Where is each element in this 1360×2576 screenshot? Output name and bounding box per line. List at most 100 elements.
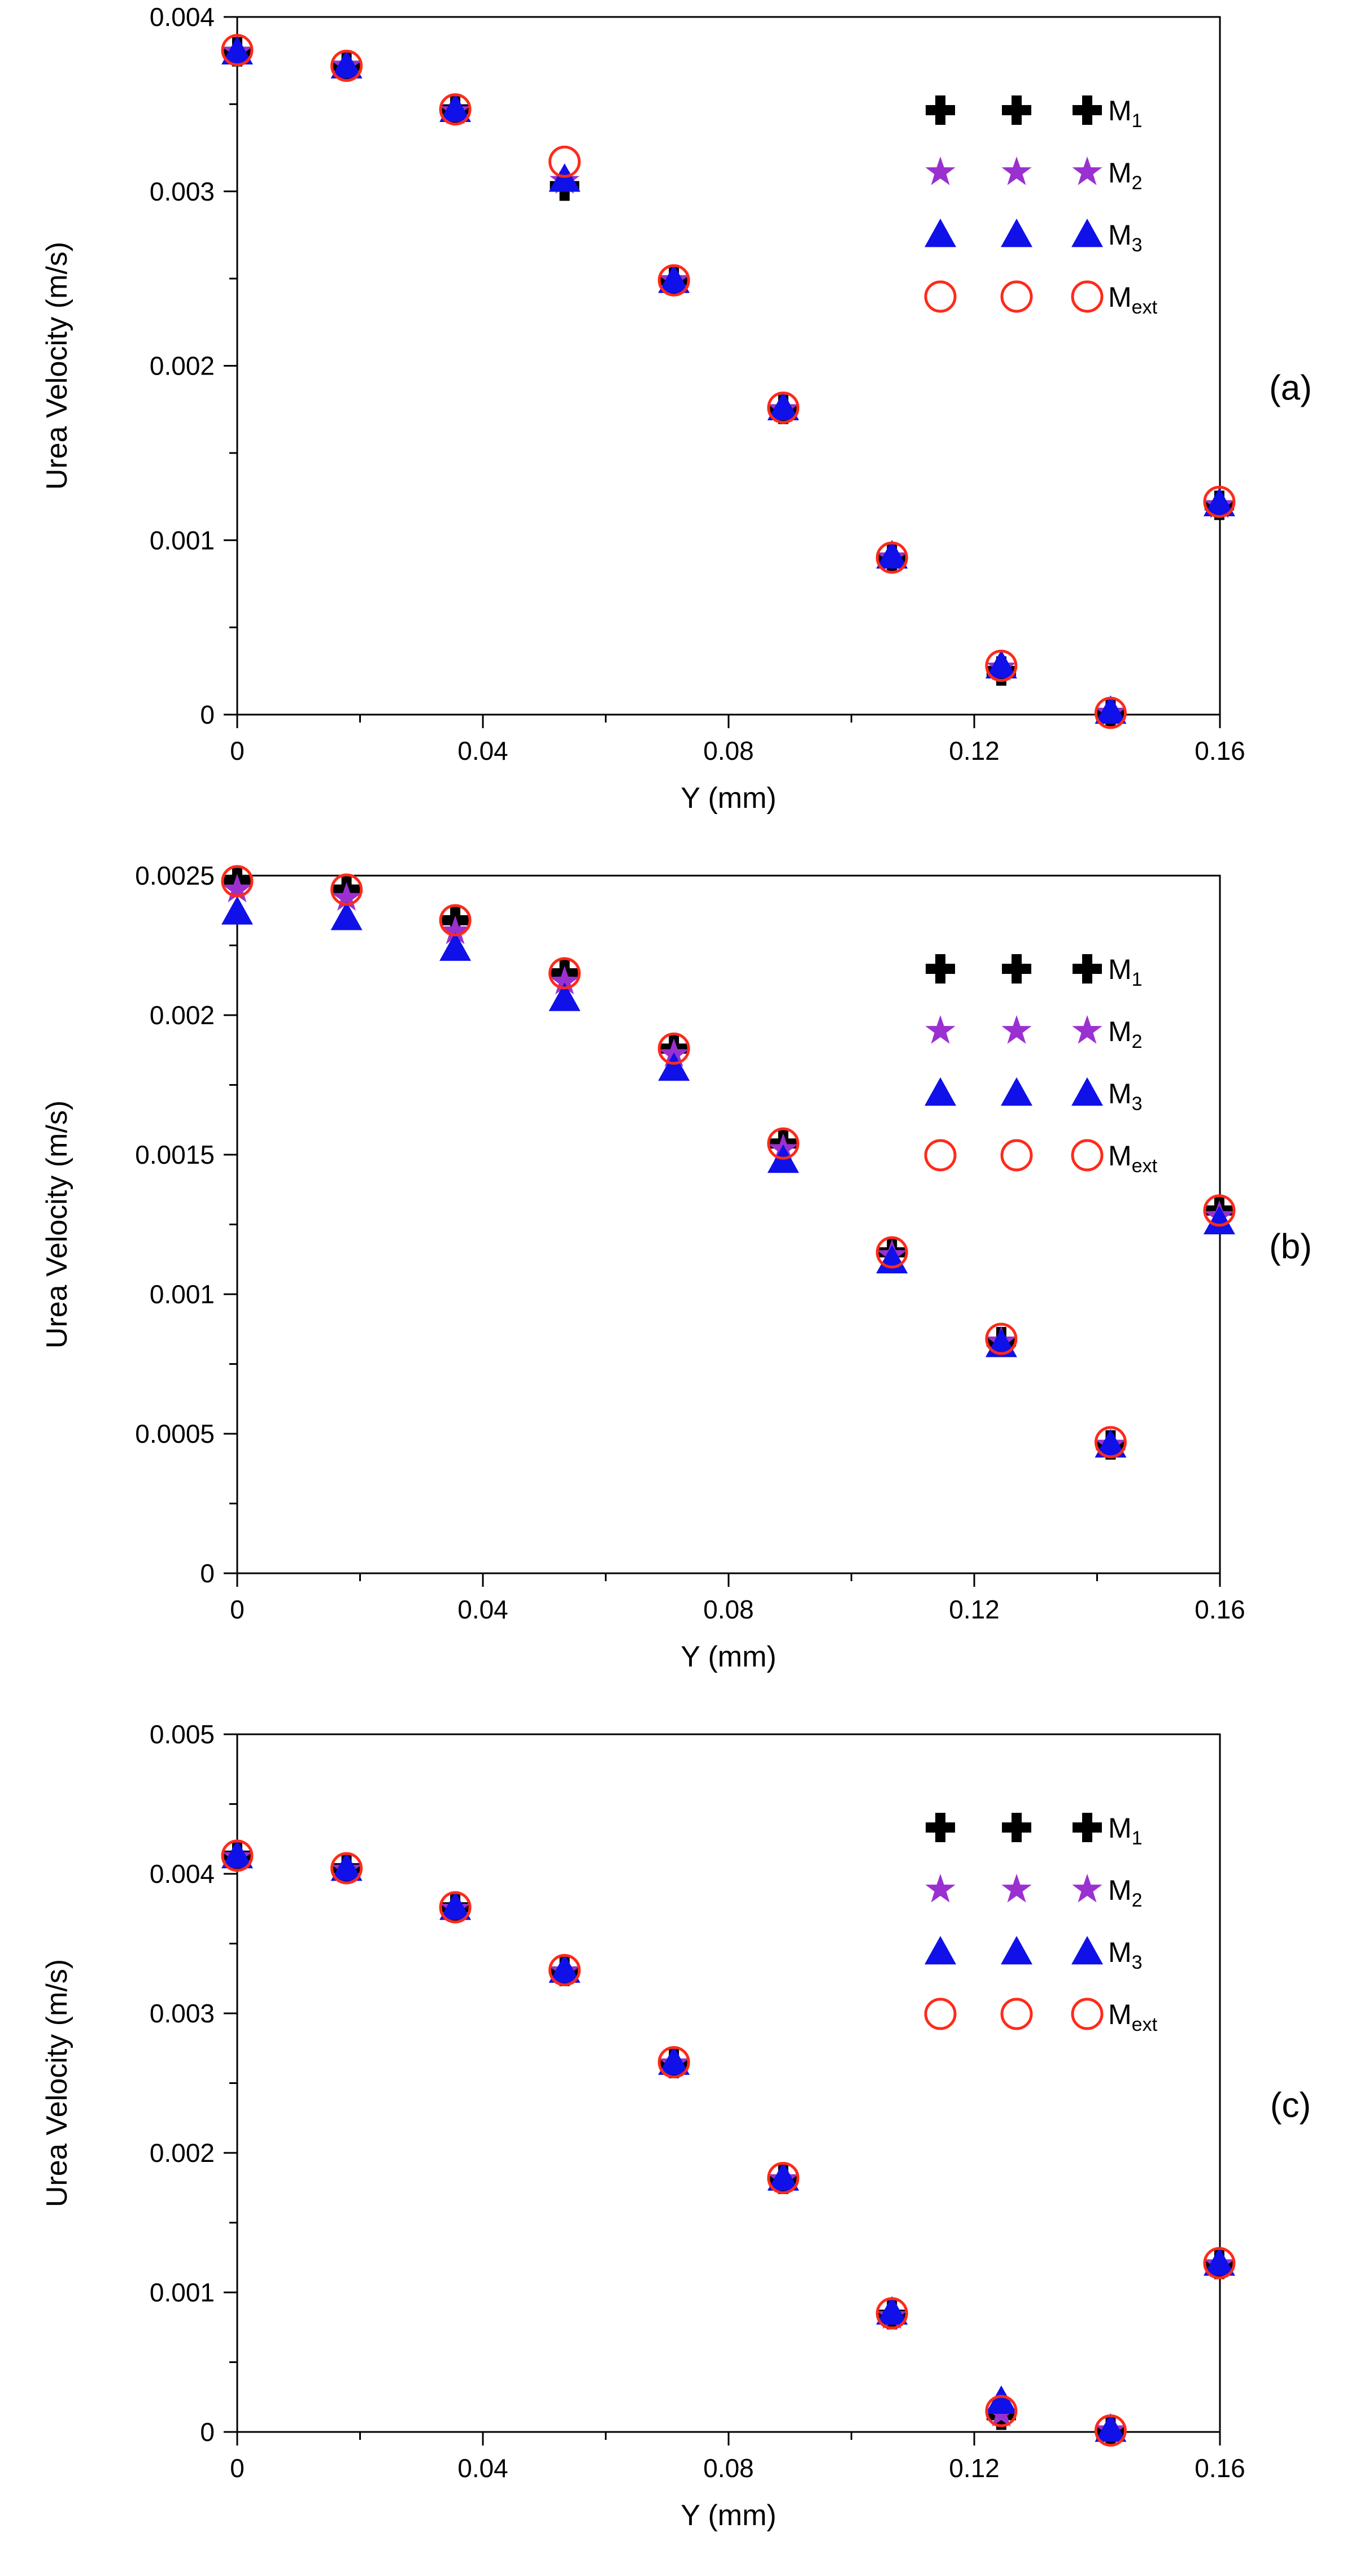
plus-icon — [926, 95, 955, 125]
series-mext — [221, 34, 1236, 729]
point-m3 — [1095, 1429, 1127, 1458]
x-tick-label: 0.08 — [703, 1595, 754, 1624]
triangle-icon — [925, 1936, 956, 1965]
legend-label-m2: M2 — [1108, 1874, 1143, 1911]
plus-icon-bar — [935, 954, 945, 984]
circle-icon — [1071, 1139, 1104, 1172]
x-tick-label: 0.04 — [457, 2453, 508, 2483]
point-m3 — [985, 2385, 1017, 2414]
series-mext — [221, 865, 1236, 1459]
point-mext — [767, 1127, 800, 1160]
point-mext — [1203, 485, 1236, 518]
star-icon — [1072, 1015, 1102, 1044]
series-m3 — [221, 36, 1235, 724]
star-icon — [1072, 1874, 1102, 1903]
x-tick-label: 0.08 — [703, 2453, 754, 2483]
x-tick-label: 0.16 — [1195, 2453, 1245, 2483]
plus-icon — [1002, 1813, 1031, 1842]
point-m3 — [658, 2046, 690, 2075]
triangle-icon — [925, 1077, 956, 1106]
legend-label-m3: M3 — [1108, 219, 1143, 256]
y-tick-label: 0 — [200, 700, 215, 729]
triangle-icon — [1001, 1077, 1032, 1106]
series-m1 — [223, 37, 1234, 728]
point-mext — [1094, 697, 1127, 729]
point-m3 — [439, 93, 472, 123]
plot-frame — [236, 16, 1221, 716]
point-m3 — [1203, 2247, 1235, 2276]
point-m3 — [548, 982, 581, 1011]
plus-icon-bar — [1082, 95, 1092, 125]
point-mext — [439, 1891, 472, 1924]
star-icon — [1072, 156, 1102, 185]
point-m3 — [221, 896, 253, 925]
point-m3 — [1095, 695, 1127, 724]
legend-label-m2: M2 — [1108, 1016, 1143, 1052]
legend-label-mext: Mext — [1108, 281, 1158, 318]
x-axis-title: Y (mm) — [681, 2499, 776, 2532]
triangle-icon — [1001, 1936, 1032, 1965]
point-mext — [875, 1236, 908, 1269]
point-mext — [330, 1852, 363, 1885]
plus-icon-bar — [1012, 954, 1022, 984]
star-icon — [1001, 156, 1032, 185]
point-m3 — [439, 932, 472, 961]
y-tick-label: 0.001 — [150, 1280, 215, 1309]
series-mext — [221, 1839, 1236, 2447]
point-mext — [221, 1839, 254, 1872]
series-m3 — [221, 1839, 1235, 2442]
y-tick-label: 0.003 — [150, 1999, 215, 2028]
legend-label-m1: M1 — [1108, 954, 1143, 990]
point-m2 — [331, 882, 362, 911]
plus-icon-bar — [1082, 1813, 1092, 1842]
x-tick-label: 0.04 — [457, 1595, 508, 1624]
point-mext — [439, 904, 472, 937]
point-mext — [767, 2161, 800, 2194]
y-tick-label: 0.0025 — [135, 861, 215, 890]
point-mext — [767, 391, 800, 424]
y-tick-label: 0.0015 — [135, 1140, 215, 1169]
x-tick-label: 0 — [230, 736, 245, 765]
point-m3 — [330, 50, 363, 79]
point-m3 — [876, 540, 908, 569]
chart-panel-c: 0 0.04 0.08 0.12 0.16 0 0.001 0.002 0.003 0.004 0.… — [0, 1717, 1360, 2576]
plus-icon-bar — [935, 95, 945, 125]
y-tick-label: 0.001 — [150, 2278, 215, 2307]
point-mext — [330, 49, 363, 82]
chart-panel-b: 0 0.04 0.08 0.12 0.16 0 0.0005 0.001 0.0015 0.002… — [0, 859, 1360, 1717]
x-tick-label: 0.16 — [1195, 1595, 1245, 1624]
plus-icon-bar — [935, 1813, 945, 1842]
point-m2 — [550, 965, 580, 995]
star-icon — [925, 156, 956, 185]
point-mext — [221, 865, 254, 898]
y-tick-label: 0.003 — [150, 177, 215, 206]
plus-icon — [926, 1813, 955, 1842]
point-mext — [548, 145, 581, 178]
point-mext — [985, 1322, 1018, 1355]
point-m3 — [221, 1839, 253, 1869]
y-tick-label: 0 — [200, 2417, 215, 2447]
y-tick-label: 0.002 — [150, 1000, 215, 1030]
point-mext — [657, 264, 690, 297]
chart-panel-a: 0 0.04 0.08 0.12 0.16 0 0.001 0.002 0.003 0.004 Y … — [0, 0, 1360, 859]
legend: M1 M2 M3 Mext — [924, 95, 1158, 318]
y-tick-label: 0.004 — [150, 2, 215, 32]
point-mext — [330, 873, 363, 906]
legend-label-m1: M1 — [1108, 1812, 1143, 1849]
star-icon — [1001, 1015, 1032, 1044]
circle-icon — [924, 280, 957, 313]
point-m3 — [767, 391, 799, 420]
x-tick-label: 0.12 — [949, 736, 1000, 765]
point-mext — [548, 1953, 581, 1986]
plot-frame — [236, 1733, 1221, 2433]
point-mext — [657, 2046, 690, 2078]
y-tick-label: 0.0005 — [135, 1419, 215, 1448]
y-tick-label: 0.002 — [150, 2138, 215, 2168]
legend-label-m2: M2 — [1108, 157, 1143, 194]
panel-label-b: (b) — [1269, 1228, 1312, 1267]
point-mext — [1094, 2414, 1127, 2447]
point-m3 — [1203, 488, 1235, 516]
triangle-icon — [925, 219, 956, 247]
point-m3 — [1095, 2413, 1127, 2442]
chart-c: 0 0.04 0.08 0.12 0.16 0 0.001 0.002 0.003 0.004 0.… — [41, 1720, 1311, 2532]
